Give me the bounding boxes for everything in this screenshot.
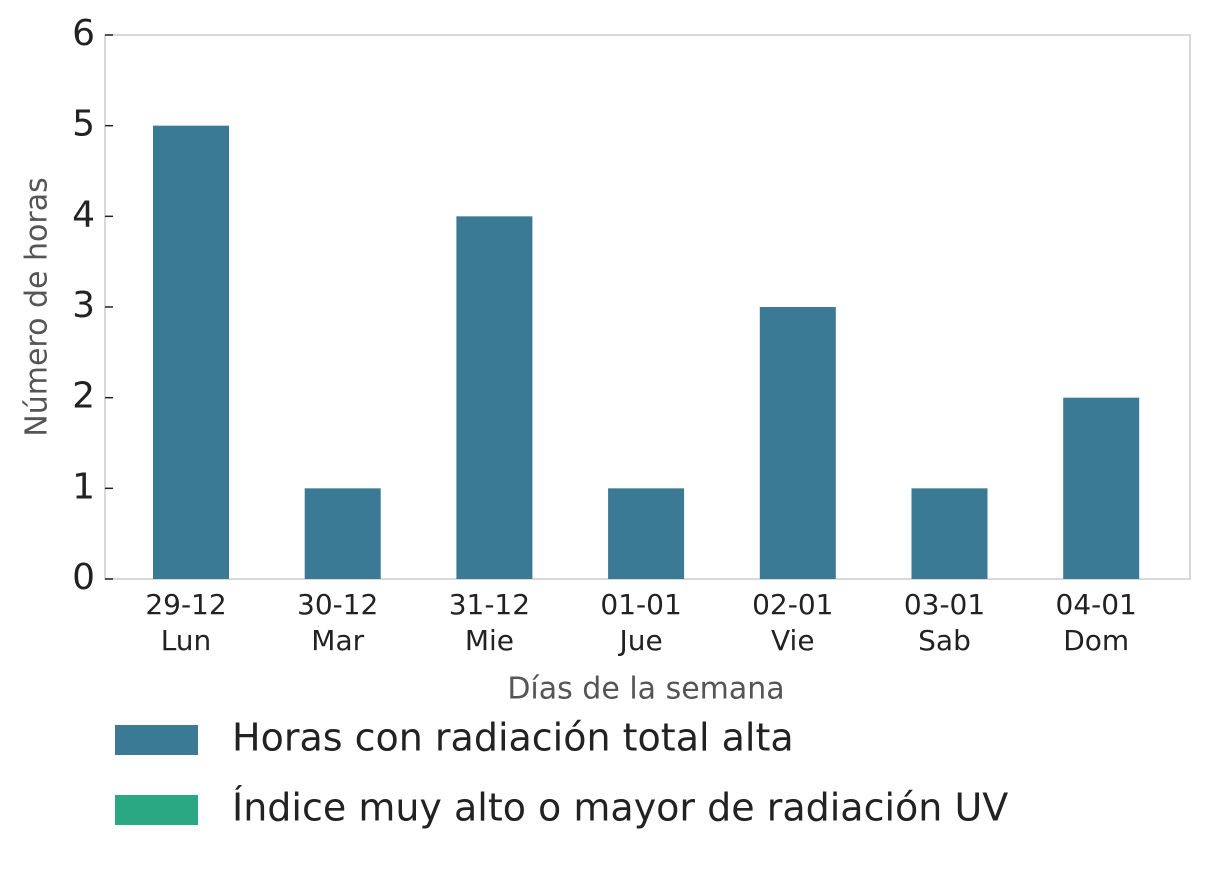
bar: [608, 488, 685, 579]
x-tick-label: 30-12: [297, 588, 378, 621]
y-tick-label: 6: [72, 13, 95, 54]
x-tick-label: Lun: [161, 624, 212, 657]
x-tick-label: Mar: [311, 624, 364, 657]
x-tick-label: 02-01: [752, 588, 833, 621]
y-tick-label: 1: [72, 466, 95, 507]
x-tick-label: Vie: [771, 624, 815, 657]
bar: [456, 216, 533, 580]
x-tick-label: Sab: [918, 624, 971, 657]
x-tick-label: 03-01: [904, 588, 985, 621]
bar: [1063, 397, 1140, 579]
y-tick-label: 0: [72, 557, 95, 598]
x-tick-label: Jue: [617, 624, 662, 657]
x-tick-label: Dom: [1063, 624, 1129, 657]
bar: [911, 488, 988, 579]
y-tick-label: 5: [72, 104, 95, 145]
y-tick-label: 2: [72, 376, 95, 417]
bar: [304, 488, 381, 579]
y-axis-label: Número de horas: [20, 177, 55, 436]
x-tick-label: 04-01: [1056, 588, 1137, 621]
x-axis-label: Días de la semana: [507, 672, 784, 707]
y-tick-label: 3: [72, 285, 95, 326]
y-tick-label: 4: [72, 194, 95, 235]
legend-label: Índice muy alto o mayor de radiación UV: [232, 786, 1008, 830]
x-tick-label: 01-01: [600, 588, 681, 621]
legend-label: Horas con radiación total alta: [232, 716, 794, 760]
legend-swatch: [115, 795, 198, 825]
legend-swatch: [115, 725, 198, 755]
x-tick-label: 29-12: [145, 588, 226, 621]
x-tick-label: Mie: [465, 624, 514, 657]
bar: [153, 125, 229, 580]
bar: [759, 307, 836, 579]
x-tick-label: 31-12: [449, 588, 530, 621]
